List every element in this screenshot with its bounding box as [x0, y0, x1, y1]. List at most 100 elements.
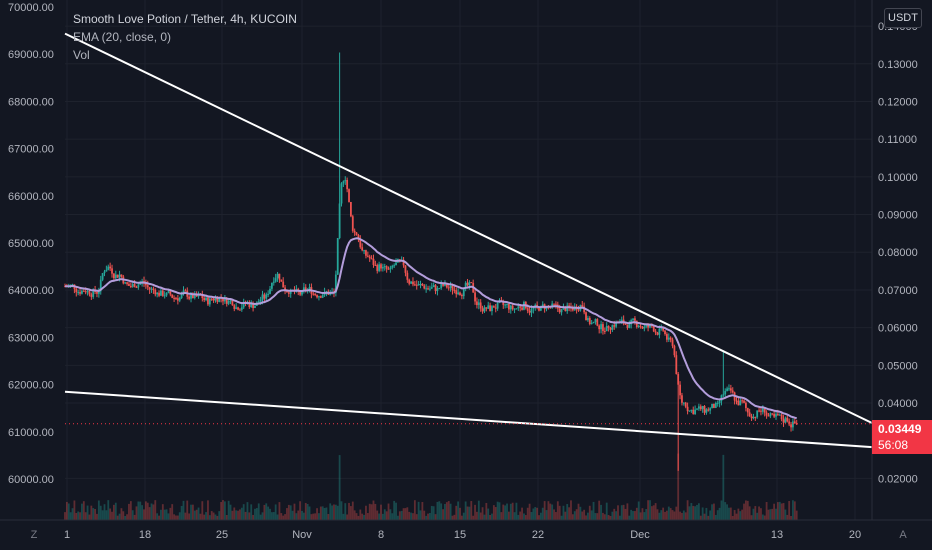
candle-body	[519, 306, 522, 308]
candle-body	[135, 287, 138, 289]
volume-bar	[124, 515, 127, 520]
volume-bar	[156, 513, 159, 520]
candle-body	[114, 274, 117, 279]
candle-body	[590, 323, 593, 325]
volume-bar	[793, 501, 796, 520]
candle-body	[301, 290, 303, 295]
candle-body	[188, 296, 191, 299]
volume-bar	[722, 454, 725, 520]
volume-bar	[615, 511, 618, 520]
volume-bar	[148, 507, 151, 520]
volume-bar	[109, 508, 112, 520]
volume-bar	[761, 514, 764, 520]
candle-body	[780, 414, 783, 420]
candle-body	[248, 302, 251, 307]
volume-bar	[699, 515, 702, 520]
candle-body	[197, 294, 200, 297]
candle-body	[485, 307, 488, 309]
candle-body	[321, 295, 324, 298]
time-axis-tick: 8	[378, 529, 384, 541]
candle-body	[82, 290, 85, 292]
candle-body	[470, 282, 473, 284]
candle-body	[184, 290, 187, 292]
volume-bar	[175, 515, 177, 520]
volume-bar	[408, 511, 411, 520]
volume-bar	[64, 512, 66, 520]
auto-scale-button[interactable]: A	[899, 529, 907, 541]
volume-bar	[483, 514, 486, 520]
candle-body	[304, 287, 307, 290]
candle-body	[96, 291, 98, 294]
timezone-button[interactable]: Z	[30, 529, 38, 541]
candle-body	[156, 292, 159, 295]
volume-bar	[429, 513, 431, 520]
candle-body	[88, 291, 91, 295]
currency-button[interactable]: USDT	[884, 8, 922, 28]
candle-body	[265, 294, 268, 299]
volume-bar	[118, 513, 121, 520]
volume-bar	[624, 508, 627, 520]
volume-bar	[297, 510, 300, 520]
volume-bar	[380, 504, 382, 520]
candle-body	[564, 306, 567, 312]
time-axis-tick: 25	[216, 529, 228, 541]
volume-bar	[334, 504, 337, 520]
candle-body	[261, 294, 264, 301]
volume-bar	[669, 508, 672, 520]
volume-bar	[395, 502, 397, 520]
volume-bar	[622, 504, 625, 520]
volume-bar	[758, 506, 760, 520]
volume-bar	[733, 510, 736, 520]
volume-bar	[756, 512, 759, 520]
candle-body	[171, 294, 174, 298]
volume-bar	[592, 501, 595, 520]
volume-bar	[713, 503, 715, 520]
volume-bar	[314, 513, 317, 520]
volume-bar	[333, 504, 335, 520]
candle-body	[308, 287, 311, 290]
volume-bar	[652, 505, 655, 520]
volume-bar	[780, 503, 783, 520]
left-axis-tick: 61000.00	[8, 427, 54, 439]
volume-bar	[351, 501, 354, 520]
volume-bar	[126, 514, 128, 520]
volume-bar	[318, 513, 320, 520]
volume-bar	[201, 501, 204, 520]
symbol-title[interactable]: Smooth Love Potion / Tether, 4h, KUCOIN	[73, 12, 297, 26]
candle-body	[79, 292, 81, 294]
ema-legend[interactable]: EMA (20, close, 0)	[73, 30, 172, 44]
volume-bar	[718, 507, 721, 520]
volume-bar	[769, 509, 772, 520]
candle-body	[86, 291, 89, 293]
volume-bar	[630, 509, 633, 520]
candle-body	[739, 400, 742, 406]
volume-bar	[336, 505, 339, 520]
candle-body	[477, 302, 480, 306]
candle-body	[746, 408, 749, 413]
candle-body	[222, 298, 224, 302]
candle-body	[705, 409, 708, 413]
volume-bar	[455, 505, 458, 520]
candle-body	[603, 330, 606, 332]
candle-body	[193, 293, 196, 299]
volume-bar	[225, 514, 228, 520]
volume-bar	[361, 513, 364, 520]
volume-bar	[707, 515, 710, 520]
volume-bar	[120, 508, 123, 520]
volume-bar	[588, 505, 591, 520]
volume-bar	[538, 515, 540, 520]
volume-bar	[278, 502, 281, 520]
volume-legend[interactable]: Vol	[73, 48, 90, 62]
volume-bar	[566, 504, 569, 520]
volume-bar	[481, 507, 484, 520]
candle-body	[788, 421, 791, 425]
volume-bar	[410, 512, 412, 520]
candle-body	[152, 288, 155, 290]
candle-body	[111, 268, 113, 274]
volume-bar	[248, 512, 251, 520]
volume-bar	[590, 510, 593, 520]
candle-body	[272, 281, 275, 283]
candle-body	[666, 334, 668, 340]
volume-bar	[192, 504, 194, 520]
